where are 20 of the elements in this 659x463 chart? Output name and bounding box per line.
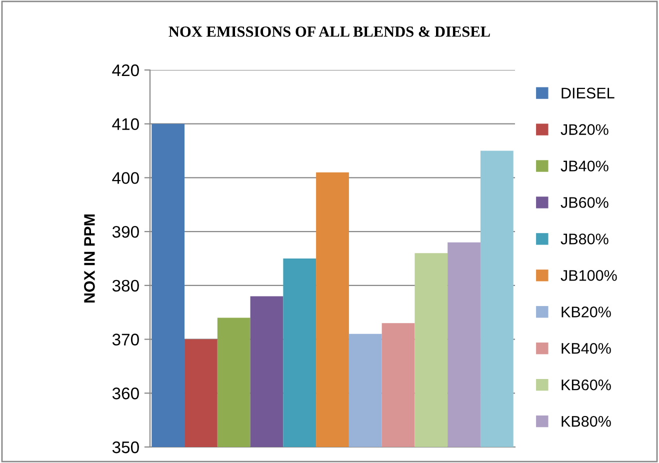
legend-label: JB100%	[560, 270, 617, 281]
y-tick-label: 390	[112, 226, 139, 238]
y-tick-label: 400	[112, 172, 139, 184]
y-tick-label: 410	[112, 118, 139, 130]
y-tick-label: 420	[112, 64, 139, 76]
chart-title: NOX EMISSIONS OF ALL BLENDS & DIESEL	[168, 26, 490, 37]
y-tick-label: 350	[112, 441, 139, 454]
legend-label: JB80%	[560, 234, 608, 244]
legend-label: JB20%	[560, 124, 608, 135]
y-tick-label: 370	[112, 334, 139, 346]
legend-label: KB40%	[562, 343, 611, 354]
y-tick-label: 360	[112, 388, 139, 400]
y-axis-title: NOX IN PPM	[84, 214, 95, 302]
legend-label: KB60%	[562, 379, 611, 390]
legend-label: JB60%	[560, 197, 608, 208]
y-tick-label: 380	[112, 280, 139, 292]
legend-label: KB80%	[562, 416, 611, 427]
legend-label: DIESEL	[562, 88, 614, 98]
legend-label: KB20%	[562, 306, 611, 318]
legend-label: JB40%	[560, 160, 608, 172]
